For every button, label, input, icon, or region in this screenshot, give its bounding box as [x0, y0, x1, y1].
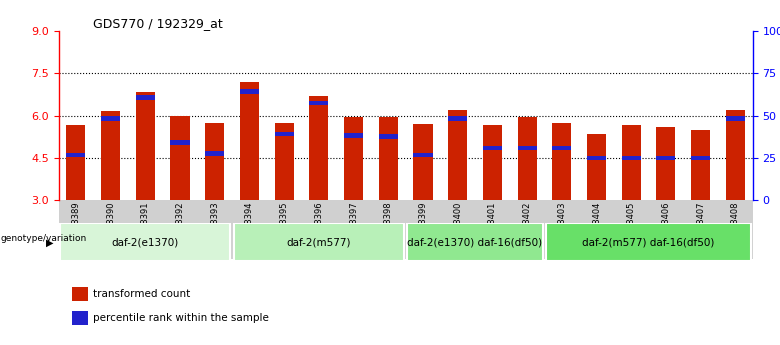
Bar [587, 134, 606, 200]
Bar [344, 133, 363, 138]
Bar [448, 116, 467, 121]
Bar [136, 92, 154, 200]
Bar [275, 122, 293, 200]
Bar [518, 146, 537, 150]
Text: transformed count: transformed count [94, 289, 190, 299]
Bar [310, 96, 328, 200]
Bar [518, 117, 537, 200]
Bar [205, 151, 224, 156]
Text: GDS770 / 192329_at: GDS770 / 192329_at [94, 17, 223, 30]
Bar [413, 153, 432, 157]
Bar [171, 140, 190, 145]
Bar [205, 122, 224, 200]
Bar [448, 110, 467, 200]
Bar [622, 156, 640, 160]
Bar [275, 132, 293, 136]
Text: percentile rank within the sample: percentile rank within the sample [94, 313, 269, 323]
Bar [379, 117, 398, 200]
Bar [60, 223, 230, 262]
Bar [101, 116, 120, 121]
Bar [344, 117, 363, 200]
Text: daf-2(e1370): daf-2(e1370) [112, 237, 179, 247]
Bar [407, 223, 543, 262]
Bar [310, 101, 328, 105]
Bar [73, 287, 87, 301]
Bar [483, 126, 502, 200]
Bar [657, 127, 675, 200]
Bar [101, 111, 120, 200]
Bar [136, 95, 154, 99]
Bar [483, 146, 502, 150]
Text: daf-2(m577): daf-2(m577) [286, 237, 351, 247]
Bar [657, 156, 675, 160]
Bar [240, 82, 259, 200]
Bar [234, 223, 404, 262]
Text: ▶: ▶ [45, 237, 53, 247]
Bar [726, 116, 745, 121]
Bar [66, 153, 85, 157]
Bar [552, 122, 571, 200]
Bar [379, 135, 398, 139]
Bar [726, 110, 745, 200]
Bar [240, 89, 259, 94]
Bar [546, 223, 751, 262]
Text: genotype/variation: genotype/variation [1, 234, 87, 244]
Text: daf-2(m577) daf-16(df50): daf-2(m577) daf-16(df50) [583, 237, 714, 247]
Bar [73, 312, 87, 325]
Bar [171, 116, 190, 200]
Text: daf-2(e1370) daf-16(df50): daf-2(e1370) daf-16(df50) [407, 237, 543, 247]
Bar [622, 126, 640, 200]
Bar [552, 146, 571, 150]
Bar [587, 156, 606, 160]
Bar [66, 126, 85, 200]
Bar [691, 130, 710, 200]
Bar [413, 124, 432, 200]
Bar [691, 156, 710, 160]
